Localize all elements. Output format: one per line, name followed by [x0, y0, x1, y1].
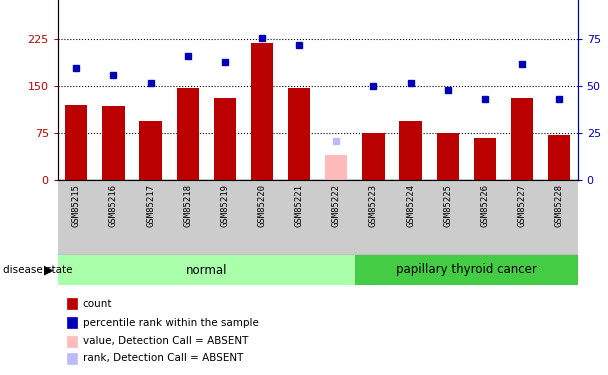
Text: rank, Detection Call = ABSENT: rank, Detection Call = ABSENT	[83, 353, 243, 363]
Bar	[548, 135, 570, 180]
Text: GSM85224: GSM85224	[406, 184, 415, 227]
Text: GSM85227: GSM85227	[517, 184, 527, 227]
Text: GSM85228: GSM85228	[554, 184, 564, 227]
Bar	[325, 155, 347, 180]
Bar	[102, 106, 125, 180]
Text: GSM85222: GSM85222	[332, 184, 340, 227]
Text: GSM85223: GSM85223	[369, 184, 378, 227]
Bar	[214, 98, 236, 180]
Bar	[474, 138, 496, 180]
Bar	[511, 98, 533, 180]
Text: ▶: ▶	[44, 264, 54, 276]
Bar	[251, 42, 273, 180]
Text: GSM85221: GSM85221	[295, 184, 303, 227]
Bar	[437, 133, 459, 180]
Text: count: count	[83, 299, 112, 309]
Bar	[288, 87, 310, 180]
Text: GSM85226: GSM85226	[480, 184, 489, 227]
Text: papillary thyroid cancer: papillary thyroid cancer	[396, 264, 537, 276]
Text: GSM85218: GSM85218	[183, 184, 192, 227]
Bar	[176, 87, 199, 180]
Bar	[65, 105, 88, 180]
Text: GSM85220: GSM85220	[257, 184, 266, 227]
Bar	[58, 255, 355, 285]
Text: GSM85219: GSM85219	[220, 184, 229, 227]
Bar	[399, 121, 421, 180]
Text: normal: normal	[185, 264, 227, 276]
Text: GSM85216: GSM85216	[109, 184, 118, 227]
Text: GSM85217: GSM85217	[146, 184, 155, 227]
Bar	[139, 121, 162, 180]
Text: GSM85215: GSM85215	[72, 184, 81, 227]
Bar	[362, 133, 384, 180]
Text: disease state: disease state	[3, 265, 72, 275]
Text: value, Detection Call = ABSENT: value, Detection Call = ABSENT	[83, 336, 248, 346]
Text: percentile rank within the sample: percentile rank within the sample	[83, 318, 258, 327]
Bar	[355, 255, 578, 285]
Text: GSM85225: GSM85225	[443, 184, 452, 227]
